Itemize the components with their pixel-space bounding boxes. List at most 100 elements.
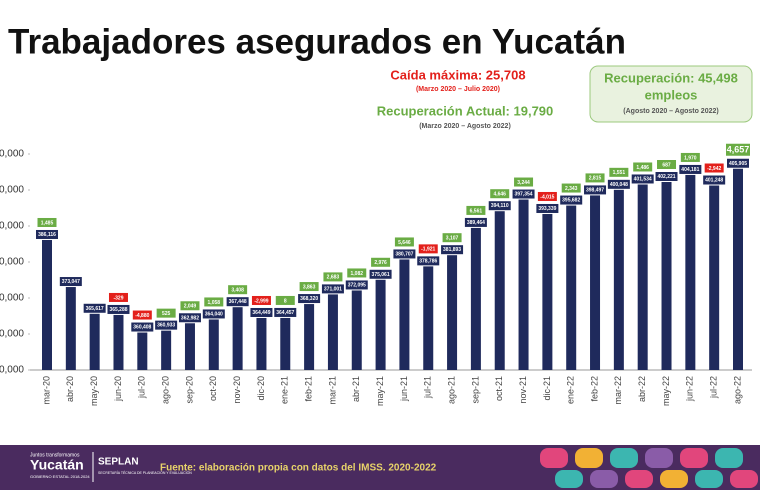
x-tick-label: ago-20 xyxy=(161,376,171,404)
y-tick-label: 370,000 xyxy=(0,293,24,304)
value-label-box xyxy=(83,303,106,313)
change-label: 2,049 xyxy=(184,304,197,310)
value-label: 397,354 xyxy=(515,192,533,198)
change-label: 3,107 xyxy=(446,236,459,242)
value-label-box xyxy=(584,185,607,195)
change-label-box xyxy=(726,143,750,156)
x-tick-label: jun-21 xyxy=(399,376,409,402)
x-tick-label: mar-21 xyxy=(327,376,337,405)
change-label: -329 xyxy=(113,295,123,301)
value-label-box xyxy=(607,179,630,189)
value-label-box xyxy=(155,320,178,330)
x-tick-label: jun-20 xyxy=(113,376,123,402)
change-label-box xyxy=(37,217,57,227)
change-label: -4,880 xyxy=(135,313,149,319)
x-tick-label: may-20 xyxy=(89,376,99,406)
value-label-box xyxy=(560,195,583,205)
bar xyxy=(470,227,481,370)
annotation: empleos xyxy=(645,87,698,102)
value-label-box xyxy=(488,201,511,211)
annotation: Recuperación: 45,498 xyxy=(604,70,738,85)
value-label: 380,707 xyxy=(395,251,413,257)
change-label-box xyxy=(251,295,271,305)
change-label: 687 xyxy=(662,162,671,168)
x-tick-label: ene-21 xyxy=(280,376,290,404)
change-label: 6,561 xyxy=(470,208,483,214)
source: Fuente: elaboración propia con datos del… xyxy=(160,463,437,474)
change-label: 2,815 xyxy=(589,176,602,182)
bar xyxy=(661,182,672,370)
change-label: 3,244 xyxy=(517,180,530,186)
x-tick-label: jul-21 xyxy=(423,376,433,399)
x-tick-label: oct-21 xyxy=(494,376,504,401)
value-label-box xyxy=(393,249,416,259)
plot: 350,000 360,000 370,000 380,000 390,000 400,0… xyxy=(0,143,752,406)
logo-sub: GOBIERNO ESTATAL 2018-2024 xyxy=(30,474,90,479)
y-tick-label: 350,000 xyxy=(0,365,24,376)
value-label: 401,534 xyxy=(634,177,652,183)
x-tick-label: ago-22 xyxy=(732,376,742,404)
change-label: 2,976 xyxy=(374,260,387,266)
value-label: 394,110 xyxy=(491,203,509,209)
value-label: 371,001 xyxy=(324,286,342,292)
change-label-box xyxy=(132,310,152,320)
change-label-box xyxy=(180,301,200,311)
change-label: -4,015 xyxy=(540,194,554,200)
change-label: 1,970 xyxy=(684,155,697,161)
x-tick-label: sep-21 xyxy=(470,376,480,404)
change-label-box xyxy=(275,295,295,305)
annotation: Recuperación Actual: 19,790 xyxy=(377,103,554,118)
change-label-box xyxy=(657,160,677,170)
value-label: 372,095 xyxy=(348,282,366,288)
change-label: 5,646 xyxy=(398,240,411,246)
value-label: 395,682 xyxy=(562,198,580,204)
value-label: 365,288 xyxy=(109,307,127,313)
bar xyxy=(518,199,529,370)
value-label-box xyxy=(441,245,464,255)
bar xyxy=(161,330,172,370)
bar xyxy=(613,189,624,370)
value-label-box xyxy=(298,294,321,304)
value-label: 360,408 xyxy=(133,325,151,331)
x-tick-label: mar-22 xyxy=(613,376,623,405)
value-label: 362,982 xyxy=(181,315,199,321)
value-label-box xyxy=(464,217,487,227)
bar xyxy=(208,319,219,370)
chart-title: Trabajadores asegurados en Yucatán xyxy=(8,22,626,61)
change-label: 4,646 xyxy=(493,192,506,198)
bar xyxy=(399,259,410,370)
bar xyxy=(566,205,577,370)
value-label-box xyxy=(226,297,249,307)
change-label-box xyxy=(537,191,557,201)
value-label: 368,320 xyxy=(300,296,318,302)
value-label: 364,457 xyxy=(276,310,294,316)
value-label: 402,221 xyxy=(657,174,675,180)
value-label-box xyxy=(679,164,702,174)
change-label-box xyxy=(561,183,581,193)
change-label: 1,082 xyxy=(351,271,364,277)
change-label: -1,921 xyxy=(421,247,435,253)
bar xyxy=(113,314,124,370)
value-label: 373,047 xyxy=(62,279,80,285)
x-tick-label: dic-21 xyxy=(542,376,552,401)
x-tick-label: feb-22 xyxy=(589,376,599,402)
y-tick-label: 410,000 xyxy=(0,149,24,160)
change-label-box xyxy=(108,292,128,302)
bar xyxy=(709,185,720,370)
bar xyxy=(423,266,434,370)
change-label: 2,343 xyxy=(565,186,578,192)
change-label-box xyxy=(347,268,367,278)
x-tick-label: ago-21 xyxy=(446,376,456,404)
x-tick-label: feb-21 xyxy=(303,376,313,402)
change-label-box xyxy=(228,285,248,295)
value-label: 389,464 xyxy=(467,220,485,226)
value-label: 386,116 xyxy=(38,232,56,238)
change-label-box xyxy=(609,167,629,177)
value-label: 393,339 xyxy=(538,206,556,212)
x-tick-label: abr-22 xyxy=(637,376,647,402)
bar xyxy=(89,313,100,370)
value-label-box xyxy=(321,284,344,294)
value-label: 401,248 xyxy=(705,178,723,184)
value-label-box xyxy=(59,277,82,287)
value-label: 400,048 xyxy=(610,182,628,188)
